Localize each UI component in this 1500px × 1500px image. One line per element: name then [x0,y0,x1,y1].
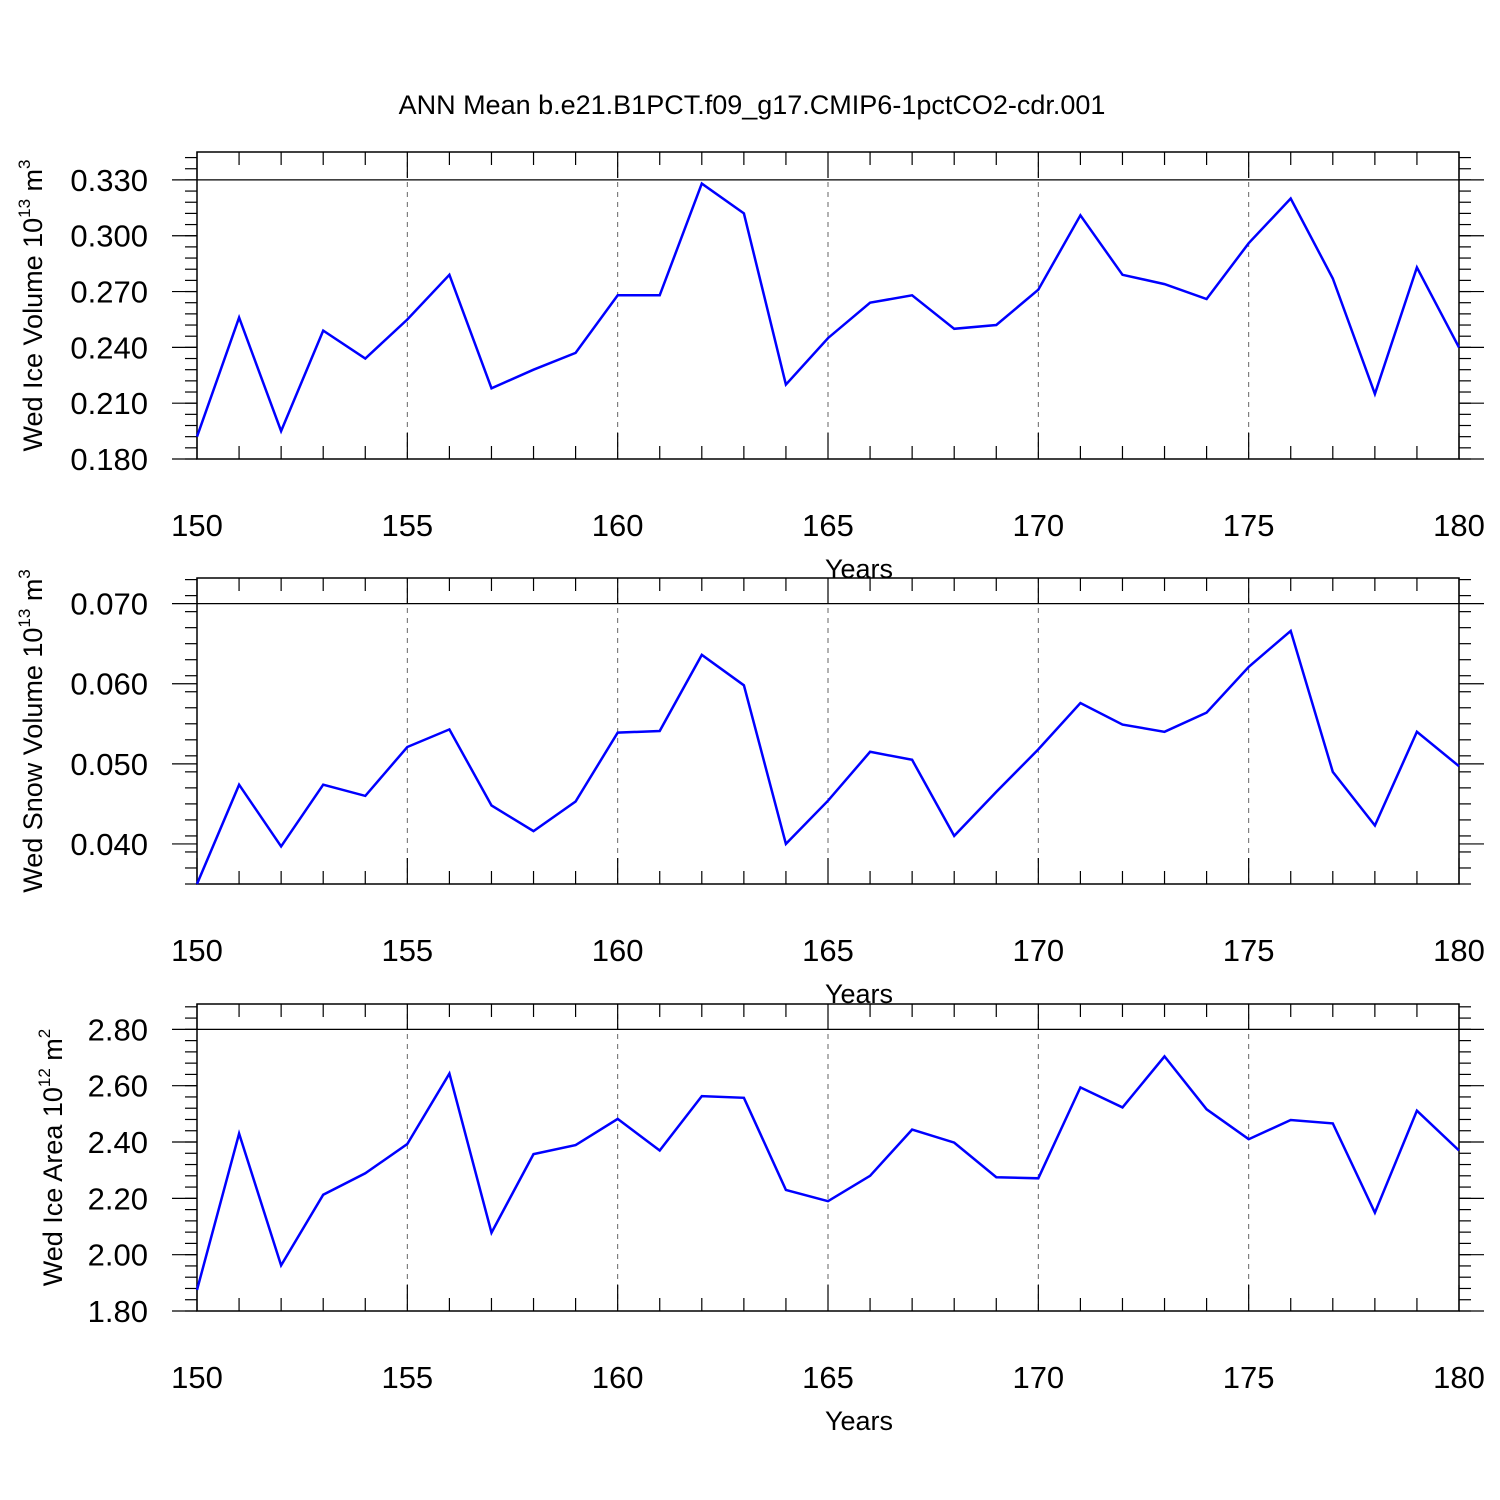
x-tick-label: 175 [1223,1360,1275,1395]
x-tick-label: 160 [592,508,644,543]
y-axis-label-exponent: 13 [15,609,34,628]
panel-2: 150 155 160 165 170 175 180 0.040 0.050 0.060 0.07… [15,569,1485,1009]
y-axis-label-exponent: 12 [35,1068,54,1087]
y-tick-label: 0.060 [70,667,148,702]
y-axis-label-exponent: 13 [15,199,34,218]
y-tick-label: 0.040 [70,827,148,862]
y-tick-label: 0.330 [70,163,148,198]
x-tick-label: 160 [592,1360,644,1395]
y-tick-label: 0.180 [70,442,148,477]
y-axis-label: Wed Snow Volume 1013 m3 [15,569,48,893]
x-tick-label: 150 [171,508,223,543]
y-axis-label: Wed Ice Volume 1013 m3 [15,159,48,451]
y-tick-label: 2.60 [88,1069,148,1104]
x-tick-label: 170 [1012,508,1064,543]
y-tick-label: 0.050 [70,747,148,782]
x-axis-label: Years [825,554,893,584]
y-axis-label-unit: m [18,169,48,199]
y-axis-label-text: Wed Snow Volume 10 [18,628,48,893]
x-tick-label: 150 [171,933,223,968]
x-tick-label: 180 [1433,1360,1485,1395]
x-tick-label: 165 [802,1360,854,1395]
x-tick-label: 155 [381,1360,433,1395]
y-tick-label: 0.070 [70,587,148,622]
x-tick-label: 180 [1433,933,1485,968]
x-tick-label: 175 [1223,508,1275,543]
x-tick-label: 170 [1012,1360,1064,1395]
x-tick-label: 165 [802,508,854,543]
series-line [195,181,1461,438]
series-line [195,1054,1460,1291]
x-tick-label: 160 [592,933,644,968]
x-tick-label: 155 [381,508,433,543]
y-axis-label-unit-exponent: 2 [35,1029,54,1038]
y-tick-label: 0.240 [70,330,148,365]
x-tick-label: 150 [171,1360,223,1395]
y-tick-label: 0.300 [70,219,148,254]
y-tick-label: 2.80 [88,1012,148,1047]
chart-title: ANN Mean b.e21.B1PCT.f09_g17.CMIP6-1pctC… [399,90,1106,120]
y-tick-label: 2.00 [88,1238,148,1273]
y-tick-label: 0.210 [70,386,148,421]
panel-3: 150 155 160 165 170 175 180 1.80 2.00 2.20 2.40 2.6… [35,1003,1485,1436]
y-axis-label-text: Wed Ice Area 10 [38,1087,68,1286]
x-tick-label: 155 [381,933,433,968]
y-axis-label-unit: m [38,1038,68,1068]
x-tick-label: 165 [802,933,854,968]
y-tick-label: 1.80 [88,1294,148,1329]
x-tick-label: 180 [1433,508,1485,543]
y-axis-label: Wed Ice Area 1012 m2 [35,1029,68,1287]
y-axis-label-unit: m [18,579,48,609]
y-tick-label: 2.20 [88,1181,148,1216]
panel-1: 150 155 160 165 170 175 180 0.180 0.210 0.240 0.27… [15,151,1485,584]
x-tick-label: 175 [1223,933,1275,968]
y-tick-label: 2.40 [88,1125,148,1160]
y-axis-label-unit-exponent: 3 [15,569,34,578]
x-tick-label: 170 [1012,933,1064,968]
x-axis-label: Years [825,1406,893,1436]
y-tick-label: 0.270 [70,275,148,310]
y-axis-label-unit-exponent: 3 [15,159,34,168]
y-axis-label-text: Wed Ice Volume 10 [18,218,48,452]
